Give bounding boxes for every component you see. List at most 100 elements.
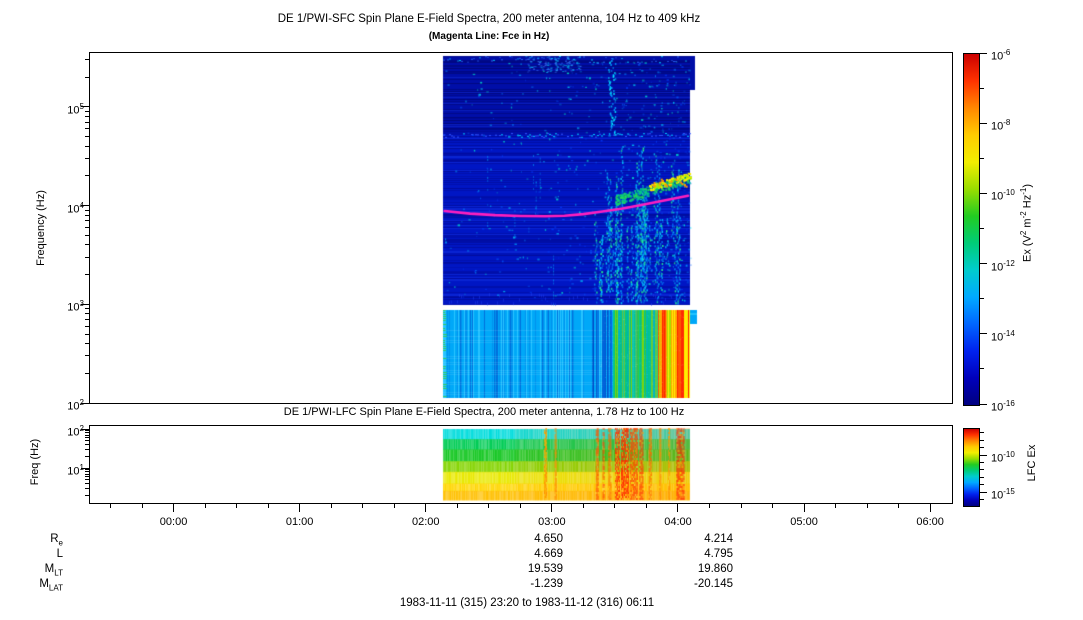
time-axis-minor-tick xyxy=(740,504,742,508)
sfc-colorbar-minor-tick xyxy=(979,87,984,89)
sfc-colorbar-major-tick xyxy=(979,192,987,194)
sfc-freq-minor-tick xyxy=(85,209,89,211)
orbit-param-value-col1: 4.650 xyxy=(534,533,563,545)
orbit-param-value-col2: 4.795 xyxy=(704,548,733,560)
sfc-freq-tick-label: 104 xyxy=(67,200,84,216)
sfc-freq-tick-label: 103 xyxy=(67,299,84,314)
sfc-freq-major-tick xyxy=(81,205,89,207)
sfc-freq-major-tick xyxy=(81,106,89,108)
sfc-colorbar-minor-tick xyxy=(979,157,984,159)
time-axis-minor-tick xyxy=(456,504,458,508)
lfc-freq-minor-tick xyxy=(85,494,89,496)
sfc-freq-minor-tick xyxy=(85,234,89,236)
time-axis-major-tick xyxy=(425,504,427,512)
orbit-param-value-col2: 19.860 xyxy=(697,563,733,575)
time-axis-label: 00:00 xyxy=(159,516,188,528)
time-axis-minor-tick xyxy=(330,504,332,508)
time-axis-major-tick xyxy=(173,504,175,512)
time-axis-label: 02:00 xyxy=(412,516,440,528)
orbit-param-label: L xyxy=(56,548,63,560)
sfc-freq-minor-tick xyxy=(85,121,89,123)
sfc-colorbar xyxy=(963,53,980,406)
sfc-freq-minor-tick xyxy=(85,214,89,216)
time-axis-minor-tick xyxy=(519,504,521,508)
time-axis-minor-tick xyxy=(898,504,900,508)
lfc-freq-minor-tick xyxy=(85,448,89,450)
lfc-freq-minor-tick xyxy=(85,487,89,489)
lfc-freq-minor-tick xyxy=(85,440,89,442)
sfc-freq-minor-tick xyxy=(85,59,89,61)
time-axis-major-tick xyxy=(551,504,553,512)
time-axis-label: 03:00 xyxy=(538,516,566,528)
sfc-freq-minor-tick xyxy=(85,226,89,228)
sfc-freq-minor-tick xyxy=(85,220,89,222)
lfc-colorbar-minor-tick xyxy=(979,476,984,478)
time-axis-minor-tick xyxy=(708,504,710,508)
sfc-freq-minor-tick xyxy=(85,325,89,327)
lfc-freq-minor-tick xyxy=(85,471,89,473)
time-axis-minor-tick xyxy=(488,504,490,508)
time-axis-minor-tick xyxy=(614,504,616,508)
time-axis-major-tick xyxy=(677,504,679,512)
sfc-freq-tick-label: 105 xyxy=(67,101,84,117)
sfc-colorbar-tick-label: 10-8 xyxy=(991,118,1011,133)
sfc-freq-minor-tick xyxy=(85,274,89,276)
sfc-colorbar-minor-tick xyxy=(979,368,984,370)
sfc-colorbar-major-tick xyxy=(979,122,987,124)
sfc-freq-minor-tick xyxy=(85,313,89,315)
time-axis-major-tick xyxy=(803,504,805,512)
lfc-spectrogram-canvas xyxy=(90,426,952,503)
sfc-freq-minor-tick xyxy=(85,158,89,159)
sfc-title: DE 1/PWI-SFC Spin Plane E-Field Spectra,… xyxy=(277,13,701,25)
sfc-colorbar-tick-label: 10-14 xyxy=(991,328,1015,344)
lfc-title: DE 1/PWI-LFC Spin Plane E-Field Spectra,… xyxy=(283,406,685,418)
sfc-freq-minor-tick xyxy=(85,136,89,138)
lfc-colorbar xyxy=(963,428,980,507)
lfc-freq-minor-tick xyxy=(85,434,89,436)
lfc-freq-minor-tick xyxy=(85,437,89,439)
sfc-colorbar-minor-tick xyxy=(979,228,984,229)
lfc-freq-major-tick xyxy=(81,428,89,430)
sfc-colorbar-major-tick xyxy=(979,403,987,405)
sfc-freq-minor-tick xyxy=(85,110,89,112)
sfc-colorbar-major-tick xyxy=(979,263,987,265)
time-axis-label: 06:00 xyxy=(916,516,944,528)
sfc-freq-minor-tick xyxy=(85,319,89,321)
lfc-colorbar-minor-tick xyxy=(979,447,984,449)
time-axis-minor-tick xyxy=(772,504,774,508)
sfc-freq-minor-tick xyxy=(85,244,89,246)
sfc-colorbar-minor-tick xyxy=(979,298,984,300)
sfc-freq-minor-tick xyxy=(85,115,89,117)
orbit-param-label: MLAT xyxy=(39,578,63,593)
sfc-colorbar-tick-label: 10-16 xyxy=(991,399,1015,414)
sfc-spectrogram-canvas xyxy=(90,53,952,403)
lfc-colorbar-minor-tick xyxy=(979,469,984,471)
sfc-freq-minor-tick xyxy=(85,128,89,130)
time-axis-minor-tick xyxy=(267,504,269,508)
time-axis-minor-tick xyxy=(110,504,112,508)
lfc-freq-minor-tick xyxy=(85,469,89,471)
sfc-freq-minor-tick xyxy=(85,372,89,374)
time-axis-minor-tick xyxy=(236,504,238,508)
time-axis-minor-tick xyxy=(204,504,206,508)
lfc-freq-minor-tick xyxy=(85,444,89,446)
time-axis-major-tick xyxy=(929,504,931,512)
time-axis-label: 04:00 xyxy=(664,516,692,528)
sfc-colorbar-tick-label: 10-12 xyxy=(991,258,1015,274)
time-axis-minor-tick xyxy=(393,504,395,508)
time-axis-minor-tick xyxy=(866,504,868,508)
sfc-colorbar-major-tick xyxy=(979,52,987,54)
sfc-freq-major-tick xyxy=(81,303,89,305)
sfc-freq-minor-tick xyxy=(85,145,89,147)
sfc-subtitle: (Magenta Line: Fce in Hz) xyxy=(428,31,550,42)
sfc-freq-minor-tick xyxy=(85,256,89,258)
lfc-freq-minor-tick xyxy=(85,430,89,432)
sfc-freq-minor-tick xyxy=(85,343,89,345)
orbit-param-value-col1: 4.669 xyxy=(534,548,563,560)
orbit-param-value-col2: -20.145 xyxy=(693,578,733,590)
time-axis-minor-tick xyxy=(141,504,143,508)
time-axis-label: 01:00 xyxy=(285,516,314,528)
lfc-freq-minor-tick xyxy=(85,455,89,457)
lfc-freq-minor-tick xyxy=(85,479,89,481)
